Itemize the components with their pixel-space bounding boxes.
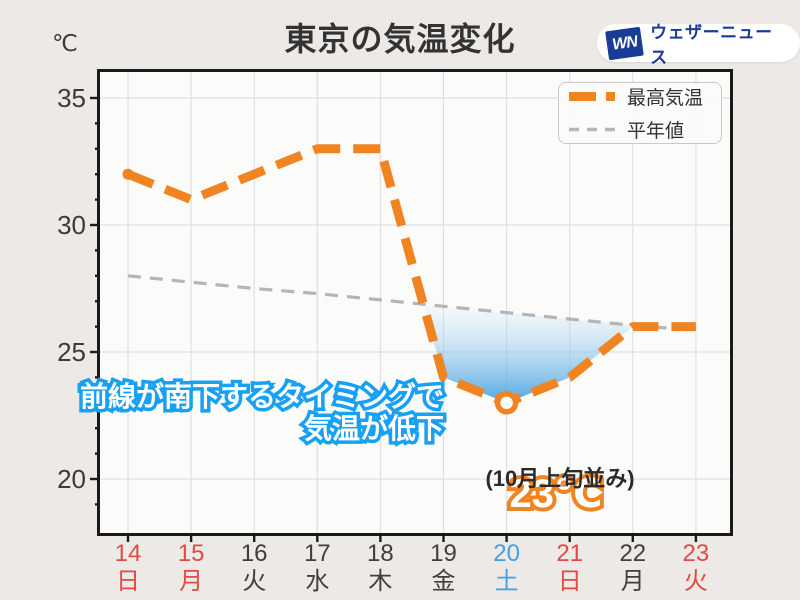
weekday: 水 xyxy=(305,568,330,595)
line-start-dot xyxy=(122,168,134,180)
weekday: 金 xyxy=(431,568,456,595)
brand-name: ウェザーニュース xyxy=(650,23,773,67)
y-axis-tick-label: 35 xyxy=(57,83,86,113)
x-axis-day-label: 21 日 xyxy=(530,540,610,596)
day-number: 15 xyxy=(177,540,205,567)
x-axis-day-label: 20 土 xyxy=(467,540,547,596)
x-axis-day-label: 23 火 xyxy=(656,540,736,596)
period-note: (10月上旬並み) xyxy=(485,466,635,491)
x-axis-day-label: 17 水 xyxy=(277,540,357,596)
weekday: 火 xyxy=(683,568,708,595)
below-normal-fill xyxy=(423,304,633,403)
temperature-chart xyxy=(90,72,730,542)
y-axis-tick-label: 20 xyxy=(57,464,86,494)
day-number: 23 xyxy=(682,540,710,567)
legend-item-normal: 平年値 xyxy=(569,116,711,143)
y-axis-tick-label: 25 xyxy=(57,337,86,367)
legend-normal-line-sample xyxy=(569,127,617,132)
chart-plot-area xyxy=(90,69,733,542)
x-axis-day-label: 16 火 xyxy=(214,540,294,596)
day-number: 16 xyxy=(240,540,268,567)
weekday: 火 xyxy=(242,568,267,595)
front-note-line2: 気温が低下 気温が低下 xyxy=(300,410,447,448)
weekday: 土 xyxy=(494,568,519,595)
legend-label-normal: 平年値 xyxy=(627,121,685,142)
max-temp-line xyxy=(126,144,696,408)
weekday: 木 xyxy=(368,568,393,595)
weekday: 月 xyxy=(620,568,645,595)
legend-item-max-temp: 最高気温 xyxy=(569,83,711,110)
front-note-line1: 前線が南下するタイミングで 前線が南下するタイミングで xyxy=(76,377,447,415)
min-temp-marker xyxy=(494,391,519,415)
brand-logo: WN ウェザーニュース xyxy=(597,23,800,67)
x-axis-day-label: 19 金 xyxy=(404,540,484,596)
day-number: 21 xyxy=(556,540,584,567)
weekday: 日 xyxy=(116,568,140,595)
legend-max-temp-line-sample xyxy=(569,92,617,101)
y-axis-unit-label: ℃ xyxy=(52,30,78,56)
day-number: 19 xyxy=(430,540,457,567)
legend-label-max-temp: 最高気温 xyxy=(627,88,704,109)
wn-logo-icon: WN xyxy=(605,26,644,60)
day-number: 14 xyxy=(114,540,142,567)
front-note-annotation: 前線が南下するタイミングで 前線が南下するタイミングで 気温が低下 気温が低下 xyxy=(30,377,447,448)
x-axis-day-label: 15 月 xyxy=(151,540,231,596)
day-number: 18 xyxy=(367,540,394,567)
weekday: 月 xyxy=(179,568,204,595)
day-number: 17 xyxy=(303,540,331,567)
normal-temp-line xyxy=(127,274,697,332)
x-axis-day-label: 18 木 xyxy=(340,540,420,596)
page-title: 東京の気温変化 xyxy=(284,21,516,57)
x-axis-day-label: 22 月 xyxy=(593,540,673,596)
min-temp-callout: 23℃ 23℃ xyxy=(506,468,607,520)
x-axis-day-label: 14 日 xyxy=(88,540,168,596)
weekday: 日 xyxy=(557,568,582,595)
y-axis-tick-label: 30 xyxy=(57,210,86,240)
legend: 最高気温 平年値 xyxy=(558,82,722,144)
day-number: 20 xyxy=(493,540,520,567)
day-number: 22 xyxy=(619,540,647,567)
